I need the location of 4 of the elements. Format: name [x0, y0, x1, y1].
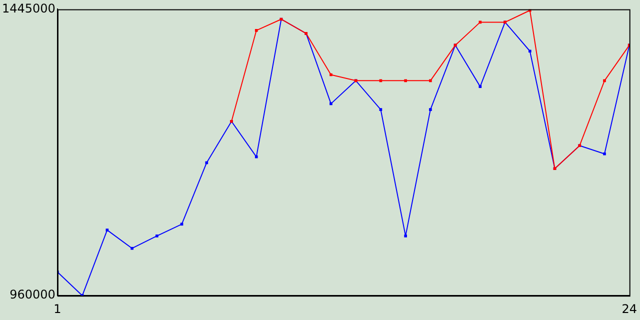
x-tick-label: 24	[622, 302, 638, 316]
x-tick-label: 1	[54, 302, 62, 316]
y-tick-label: 960000	[10, 288, 56, 302]
y-tick-label: 1445000	[2, 1, 56, 16]
